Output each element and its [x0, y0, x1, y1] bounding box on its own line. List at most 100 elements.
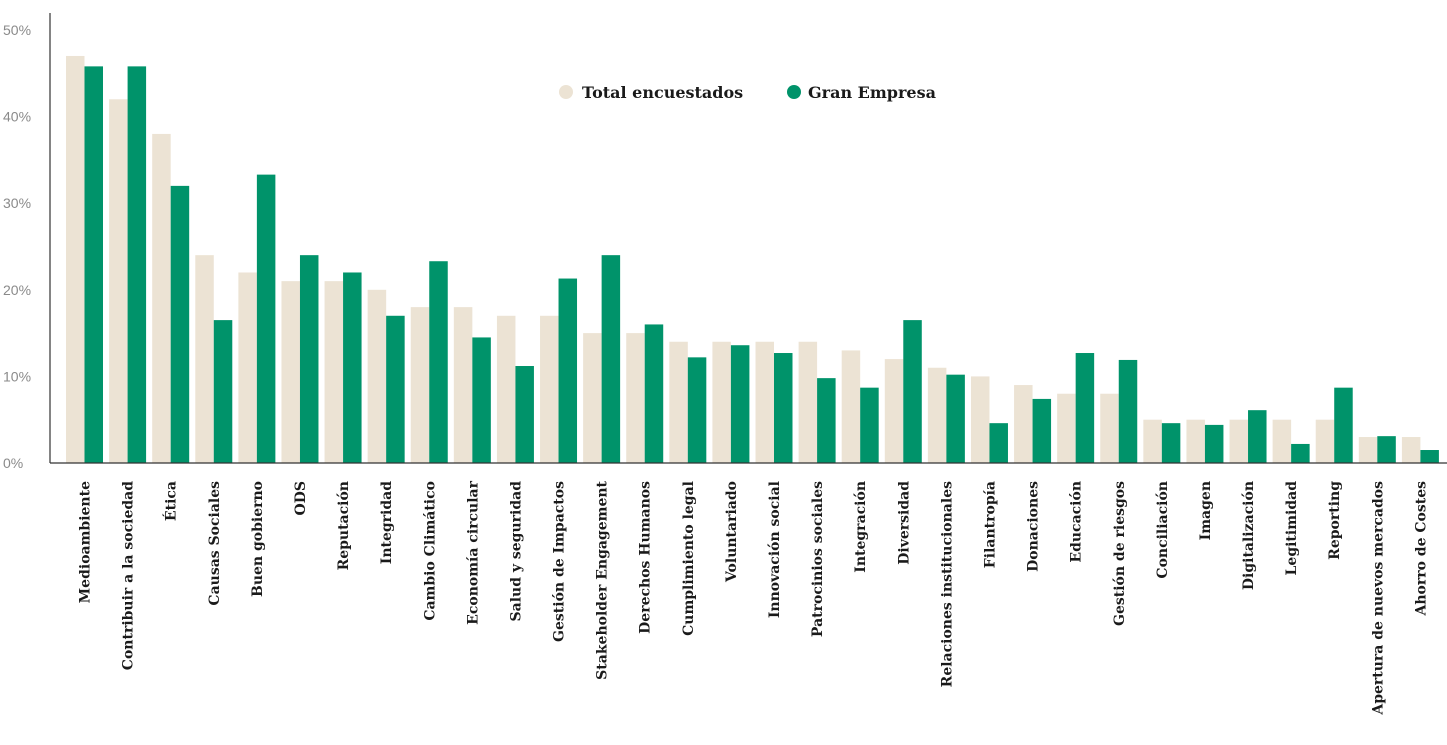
x-tick-label: Economía circular	[465, 480, 481, 624]
x-tick-label: Cambio Climático	[422, 481, 438, 621]
bar-total-encuestados	[367, 289, 387, 463]
bar-total-encuestados	[626, 333, 645, 463]
bar-total-encuestados	[1272, 419, 1292, 463]
x-tick-label: Gestión de riesgos	[1112, 481, 1128, 626]
bar-total-encuestados	[281, 281, 300, 463]
bar-total-encuestados	[496, 315, 516, 463]
x-tick-label: Imagen	[1198, 481, 1214, 540]
bar-total-encuestados	[669, 341, 688, 463]
bar-total-encuestados	[841, 350, 861, 463]
x-tick-label: Cumplimiento legal	[681, 481, 697, 636]
legend-label-gran-empresa: Gran Empresa	[808, 83, 936, 102]
bar-gran-empresa	[601, 255, 621, 463]
bar-gran-empresa	[472, 337, 491, 463]
bar-gran-empresa	[817, 378, 836, 463]
x-tick-label: Ahorro de Costes	[1413, 481, 1429, 617]
bar-gran-empresa	[774, 353, 793, 463]
x-tick-label: Medioambiente	[78, 481, 94, 603]
bar-gran-empresa	[644, 324, 664, 463]
x-tick-label: Reputación	[336, 481, 352, 570]
bar-total-encuestados	[66, 55, 85, 463]
bar-total-encuestados	[583, 333, 602, 463]
bar-gran-empresa	[989, 423, 1008, 463]
bar-total-encuestados	[1315, 419, 1335, 463]
bar-gran-empresa	[1377, 436, 1396, 463]
bar-total-encuestados	[152, 133, 171, 464]
x-tick-label: Filantropía	[982, 481, 998, 568]
bar-total-encuestados	[755, 341, 774, 463]
x-tick-label: Diversidad	[896, 481, 912, 565]
bar-gran-empresa	[127, 66, 147, 463]
bar-gran-empresa	[687, 357, 707, 463]
legend-swatch-gran-empresa	[787, 85, 801, 99]
y-tick-label: 0%	[3, 455, 23, 471]
bar-gran-empresa	[558, 278, 578, 463]
bar-gran-empresa	[1075, 353, 1095, 463]
x-tick-label: Innovación social	[767, 481, 783, 618]
x-tick-label: Stakeholder Engagement	[595, 480, 611, 679]
x-tick-label: Conciliación	[1155, 481, 1171, 579]
bar-total-encuestados	[1100, 393, 1119, 463]
bar-gran-empresa	[170, 185, 190, 463]
x-tick-label: Derechos Humanos	[638, 481, 654, 634]
bar-gran-empresa	[386, 315, 405, 463]
bar-total-encuestados	[195, 255, 214, 463]
bar-total-encuestados	[1014, 385, 1033, 463]
bar-gran-empresa	[946, 374, 965, 463]
x-tick-label: Integridad	[379, 481, 395, 564]
bar-total-encuestados	[238, 272, 257, 463]
y-tick-label: 50%	[3, 22, 31, 38]
x-tick-label: Gestión de Impactos	[552, 481, 568, 642]
legend: Total encuestados Gran Empresa	[559, 83, 936, 102]
y-axis-ticks: 0% 10% 20% 30% 40% 50%	[3, 22, 31, 471]
bar-total-encuestados	[109, 99, 128, 463]
bar-gran-empresa	[860, 387, 879, 463]
bar-gran-empresa	[1032, 398, 1052, 463]
y-tick-label: 40%	[3, 109, 31, 125]
bar-gran-empresa	[84, 66, 103, 463]
x-tick-label: Voluntariado	[724, 481, 740, 583]
bar-gran-empresa	[1118, 359, 1138, 463]
bar-gran-empresa	[1291, 443, 1310, 463]
x-axis-labels: Medioambiente Contribuir a la sociedad Éti…	[78, 480, 1430, 715]
bar-gran-empresa	[515, 366, 534, 463]
y-tick-label: 10%	[3, 368, 31, 384]
bar-total-encuestados	[1358, 437, 1378, 463]
bar-total-encuestados	[1401, 437, 1421, 463]
bar-total-encuestados	[1229, 419, 1249, 463]
bar-total-encuestados	[324, 281, 344, 463]
y-tick-label: 20%	[3, 282, 31, 298]
bar-gran-empresa	[343, 272, 362, 463]
legend-label-total-encuestados: Total encuestados	[582, 83, 743, 102]
x-tick-label: Reporting	[1327, 481, 1343, 560]
x-tick-label: Causas Sociales	[207, 481, 223, 606]
x-tick-label: Integración	[853, 481, 869, 573]
bars	[66, 55, 1439, 464]
x-tick-label: Relaciones institucionales	[939, 481, 955, 687]
bar-gran-empresa	[429, 261, 448, 463]
x-tick-label: Digitalización	[1241, 481, 1257, 590]
bar-total-encuestados	[712, 341, 731, 463]
y-tick-label: 30%	[3, 195, 31, 211]
bar-gran-empresa	[1334, 387, 1353, 463]
bar-total-encuestados	[540, 315, 559, 463]
x-tick-label: ODS	[293, 481, 309, 515]
bar-gran-empresa	[256, 174, 276, 463]
x-tick-label: Buen gobierno	[250, 481, 266, 597]
bar-gran-empresa	[903, 320, 922, 463]
x-tick-label: Educación	[1069, 481, 1085, 563]
bar-total-encuestados	[798, 341, 818, 463]
bar-total-encuestados	[1057, 393, 1076, 463]
bar-total-encuestados	[1143, 419, 1162, 463]
bar-total-encuestados	[884, 359, 904, 463]
bar-total-encuestados	[927, 367, 947, 463]
bar-gran-empresa	[1248, 410, 1267, 463]
x-tick-label: Donaciones	[1026, 481, 1042, 572]
bar-total-encuestados	[970, 376, 990, 463]
x-tick-label: Contribuir a la sociedad	[121, 481, 137, 670]
bar-gran-empresa	[213, 320, 233, 463]
x-tick-label: Ética	[162, 481, 180, 521]
x-tick-label: Patrocinios sociales	[810, 481, 826, 637]
bar-gran-empresa	[299, 255, 319, 463]
